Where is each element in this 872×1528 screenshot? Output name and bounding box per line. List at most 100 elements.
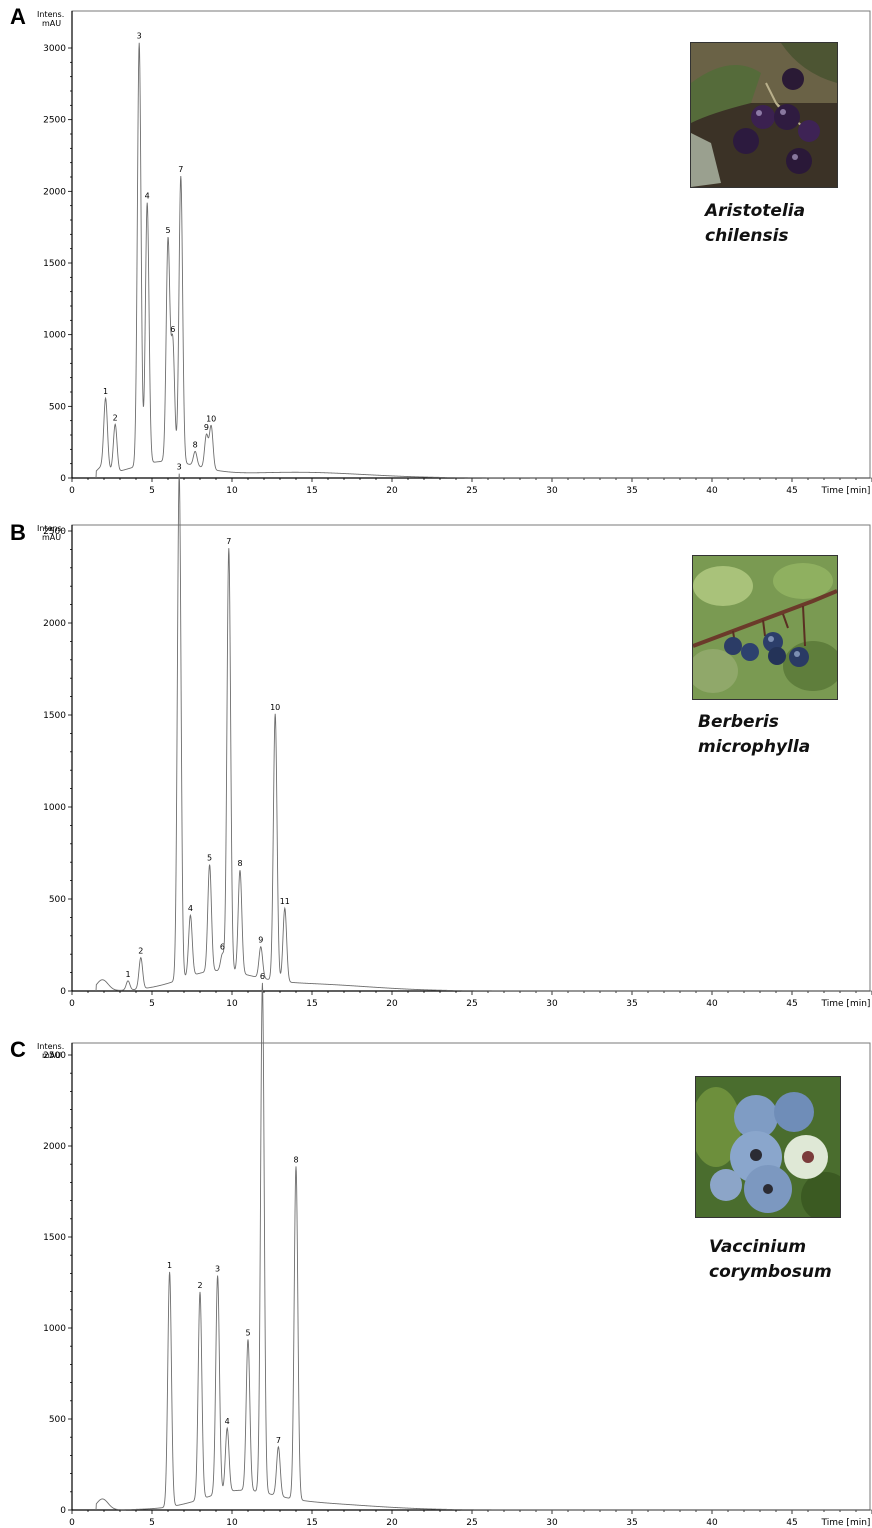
x-tick-label: 25 (466, 1518, 477, 1528)
y-axis-label: Intens. (37, 10, 64, 19)
peak-label: 3 (177, 463, 182, 472)
x-axis-label: Time [min] (821, 1518, 871, 1528)
peak-label: 5 (245, 1328, 250, 1337)
y-tick-label: 0 (60, 987, 66, 997)
chromatogram-trace (95, 42, 872, 479)
species-genus-c: Vaccinium (709, 1237, 807, 1257)
x-tick-label: 0 (69, 486, 75, 496)
peak-label: 2 (197, 1281, 202, 1290)
x-tick-label: 40 (706, 1518, 718, 1528)
y-tick-label: 2000 (43, 1142, 66, 1152)
x-tick-label: 35 (626, 486, 637, 496)
peak-label: 1 (103, 387, 108, 396)
x-axis-label: Time [min] (821, 486, 871, 496)
blueberries-photo (695, 1076, 841, 1218)
y-tick-label: 1500 (43, 259, 66, 269)
peak-label: 9 (258, 936, 263, 945)
panel-letter: A (10, 4, 26, 29)
peak-label: 5 (207, 854, 212, 863)
y-axis-label: mAU (42, 19, 61, 28)
maqui-berries-photo (690, 42, 838, 188)
x-tick-label: 20 (386, 999, 398, 1009)
x-tick-label: 40 (706, 999, 718, 1009)
peak-label: 5 (165, 226, 170, 235)
x-tick-label: 30 (546, 999, 558, 1009)
peak-label: 2 (138, 947, 143, 956)
x-tick-label: 5 (149, 999, 155, 1009)
species-genus-b: Berberis (698, 712, 779, 732)
x-tick-label: 10 (226, 1518, 238, 1528)
y-tick-label: 500 (49, 402, 66, 412)
x-tick-label: 10 (226, 999, 238, 1009)
x-tick-label: 0 (69, 1518, 75, 1528)
y-tick-label: 1500 (43, 711, 66, 721)
peak-label: 6 (260, 972, 265, 981)
y-tick-label: 500 (49, 895, 66, 905)
peak-label: 11 (280, 897, 290, 906)
species-epithet-c: corymbosum (709, 1262, 832, 1282)
y-axis-label: mAU (42, 1051, 61, 1060)
species-caption-a: Aristotelia chilensis (705, 199, 805, 249)
x-tick-label: 45 (786, 999, 797, 1009)
x-tick-label: 40 (706, 486, 718, 496)
peak-label: 10 (270, 703, 280, 712)
peak-label: 9 (204, 423, 209, 432)
y-tick-label: 2500 (43, 116, 66, 126)
y-tick-label: 1000 (43, 331, 66, 341)
x-tick-label: 45 (786, 486, 797, 496)
y-axis-label: mAU (42, 533, 61, 542)
y-tick-label: 0 (60, 1506, 66, 1516)
y-tick-label: 2500 (43, 1051, 66, 1061)
peak-label: 4 (145, 192, 150, 201)
x-tick-label: 15 (306, 486, 317, 496)
y-tick-label: 1000 (43, 803, 66, 813)
x-tick-label: 10 (226, 486, 238, 496)
x-tick-label: 5 (149, 486, 155, 496)
peak-label: 8 (193, 440, 198, 449)
peak-label: 7 (276, 1436, 281, 1445)
x-tick-label: 30 (546, 1518, 558, 1528)
peak-label: 3 (137, 32, 142, 41)
peak-label: 1 (167, 1261, 172, 1270)
x-tick-label: 20 (386, 1518, 398, 1528)
x-tick-label: 20 (386, 486, 398, 496)
peak-label: 8 (237, 859, 242, 868)
chromatogram-trace (95, 473, 872, 992)
species-caption-b: Berberis microphylla (698, 710, 810, 760)
panel-letter: B (10, 520, 26, 545)
peak-label: 6 (220, 942, 225, 951)
peak-label: 6 (170, 325, 175, 334)
y-tick-label: 2000 (43, 187, 66, 197)
x-tick-label: 0 (69, 999, 75, 1009)
peak-label: 7 (178, 165, 183, 174)
peak-label: 3 (215, 1265, 220, 1274)
x-tick-label: 35 (626, 999, 637, 1009)
y-tick-label: 500 (49, 1415, 66, 1425)
peak-label: 8 (293, 1155, 298, 1164)
x-tick-label: 5 (149, 1518, 155, 1528)
y-tick-label: 0 (60, 474, 66, 484)
species-epithet-b: microphylla (698, 737, 811, 757)
peak-label: 4 (188, 904, 193, 913)
x-axis-label: Time [min] (821, 999, 871, 1009)
x-tick-label: 30 (546, 486, 558, 496)
species-genus-a: Aristotelia (705, 201, 806, 221)
y-tick-label: 2500 (43, 527, 66, 537)
peak-label: 10 (206, 414, 216, 423)
x-tick-label: 45 (786, 1518, 797, 1528)
species-epithet-a: chilensis (705, 226, 789, 246)
y-axis-label: Intens. (37, 1042, 64, 1051)
x-tick-label: 25 (466, 486, 477, 496)
x-tick-label: 15 (306, 1518, 317, 1528)
y-tick-label: 2000 (43, 619, 66, 629)
peak-label: 2 (113, 413, 118, 422)
x-tick-label: 25 (466, 999, 477, 1009)
chromatogram-trace (95, 982, 872, 1511)
peak-label: 4 (225, 1417, 230, 1426)
species-caption-c: Vaccinium corymbosum (709, 1235, 832, 1285)
calafate-berries-photo (692, 555, 838, 700)
